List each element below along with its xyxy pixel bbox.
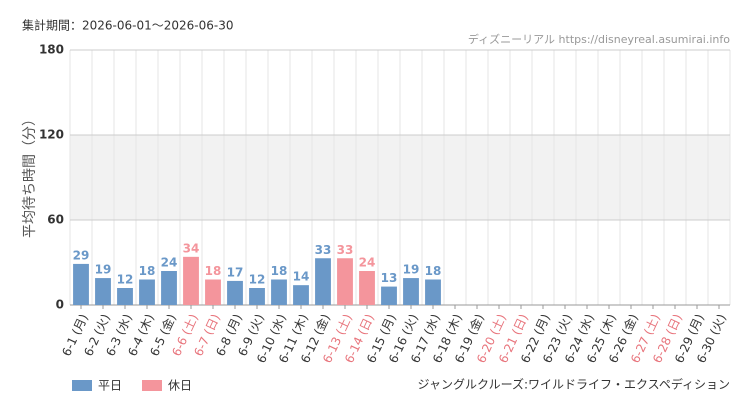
legend-label: 平日 xyxy=(98,379,122,393)
value-label: 19 xyxy=(95,263,112,277)
value-label: 12 xyxy=(249,273,266,287)
value-label: 18 xyxy=(271,264,288,278)
bar xyxy=(359,271,375,305)
value-label: 19 xyxy=(403,263,420,277)
bar xyxy=(161,271,177,305)
legend-label: 休日 xyxy=(168,379,192,393)
bar xyxy=(73,263,89,305)
value-label: 24 xyxy=(359,256,376,270)
bar xyxy=(249,288,265,305)
bar xyxy=(425,279,441,305)
bar xyxy=(293,285,309,305)
value-label: 33 xyxy=(315,243,332,257)
value-label: 18 xyxy=(205,264,222,278)
value-label: 33 xyxy=(337,243,354,257)
bar xyxy=(95,278,111,305)
value-label: 13 xyxy=(381,271,398,285)
value-label: 29 xyxy=(73,248,90,262)
bar xyxy=(139,279,155,305)
bar xyxy=(315,258,331,305)
bar xyxy=(271,279,287,305)
value-label: 17 xyxy=(227,265,244,279)
legend-swatch xyxy=(72,380,92,391)
value-label: 34 xyxy=(183,241,200,255)
bar xyxy=(403,278,419,305)
value-label: 14 xyxy=(293,270,310,284)
value-label: 18 xyxy=(139,264,156,278)
bar xyxy=(183,256,199,305)
bar xyxy=(117,288,133,305)
bar xyxy=(205,279,221,305)
y-tick-label: 120 xyxy=(39,128,64,142)
value-label: 12 xyxy=(117,273,134,287)
y-tick-label: 0 xyxy=(56,298,64,312)
y-tick-label: 60 xyxy=(47,213,64,227)
y-tick-label: 180 xyxy=(39,43,64,57)
y-axis-label: 平均待ち時間（分） xyxy=(22,112,38,238)
chart-title: 集計期間：2026-06-01～2026-06-30 xyxy=(22,18,233,33)
value-label: 24 xyxy=(161,256,178,270)
bar xyxy=(381,286,397,305)
bar xyxy=(337,258,353,305)
source: ディズニーリアル https://disneyreal.asumirai.inf… xyxy=(468,32,730,46)
bar xyxy=(227,280,243,305)
legend-swatch xyxy=(142,380,162,391)
value-label: 18 xyxy=(425,264,442,278)
footer: ジャングルクルーズ:ワイルドライフ・エクスペディション xyxy=(418,377,730,392)
